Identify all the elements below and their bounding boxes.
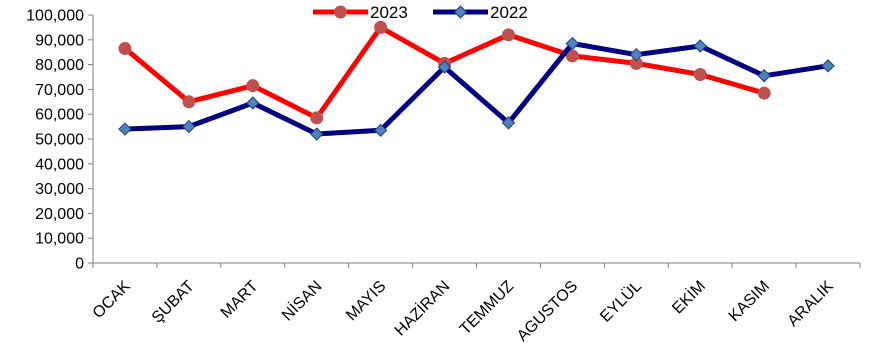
data-point (693, 39, 707, 53)
x-tick-label: AGUSTOS (514, 278, 581, 345)
y-tick-label: 70,000 (35, 82, 84, 99)
x-axis-ticks: OCAK ŞUBAT MART NİSAN MAYIS HAZİRAN TEMMUZAGUS… (90, 263, 861, 345)
data-point (118, 41, 132, 55)
chart-axes (92, 15, 860, 264)
data-point (821, 59, 835, 73)
x-tick-label: EKİM (668, 276, 709, 317)
y-tick-label: 80,000 (35, 57, 84, 74)
data-point (373, 123, 388, 138)
x-tick-label: ŞUBAT (149, 278, 198, 327)
data-point (182, 95, 196, 109)
y-tick-label: 20,000 (35, 206, 84, 223)
y-axis-ticks: 0 10,000 20,000 30,000 40,000 50,000 60,000 70,… (26, 8, 93, 273)
series-line-2022 (124, 41, 829, 137)
x-tick-label: NİSAN (278, 276, 326, 324)
series-2022 (118, 36, 835, 141)
x-tick-label: OCAK (90, 278, 134, 322)
x-tick-label: MART (218, 278, 262, 322)
chart-series (118, 20, 835, 141)
data-point (629, 47, 643, 62)
x-tick-label: EYLÜL (597, 277, 646, 326)
data-point (310, 111, 324, 125)
chart-legend: 2023 2022 (313, 3, 528, 22)
y-tick-label: 0 (75, 256, 84, 273)
x-tick-label: KASIM (726, 278, 773, 325)
legend-marker (334, 5, 347, 19)
legend-entry-2023: 2023 (313, 3, 408, 22)
data-point (693, 68, 707, 82)
data-point (757, 86, 771, 100)
y-tick-label: 50,000 (35, 132, 84, 149)
legend-label: 2023 (370, 3, 408, 22)
data-point (118, 122, 132, 136)
data-point (374, 20, 388, 34)
data-point (182, 119, 196, 134)
data-point (437, 60, 452, 74)
legend-entry-2022: 2022 (433, 3, 528, 22)
y-tick-label: 100,000 (26, 8, 84, 25)
x-tick-label: TEMMUZ (457, 278, 518, 339)
x-tick-label: HAZİRAN (390, 276, 453, 339)
data-point (246, 79, 260, 93)
data-point (246, 96, 260, 110)
x-tick-label: ARALIK (785, 278, 837, 330)
y-tick-label: 60,000 (35, 107, 84, 124)
y-tick-label: 90,000 (35, 32, 84, 49)
legend-label: 2022 (490, 3, 528, 22)
y-tick-label: 40,000 (35, 156, 84, 173)
data-point (310, 127, 324, 141)
data-point (757, 69, 771, 83)
y-tick-label: 30,000 (35, 181, 84, 198)
legend-marker (453, 5, 468, 19)
x-tick-label: MAYIS (343, 278, 389, 324)
y-tick-label: 10,000 (35, 231, 84, 248)
data-point (501, 28, 515, 42)
data-point (565, 36, 580, 51)
data-point (501, 116, 516, 130)
